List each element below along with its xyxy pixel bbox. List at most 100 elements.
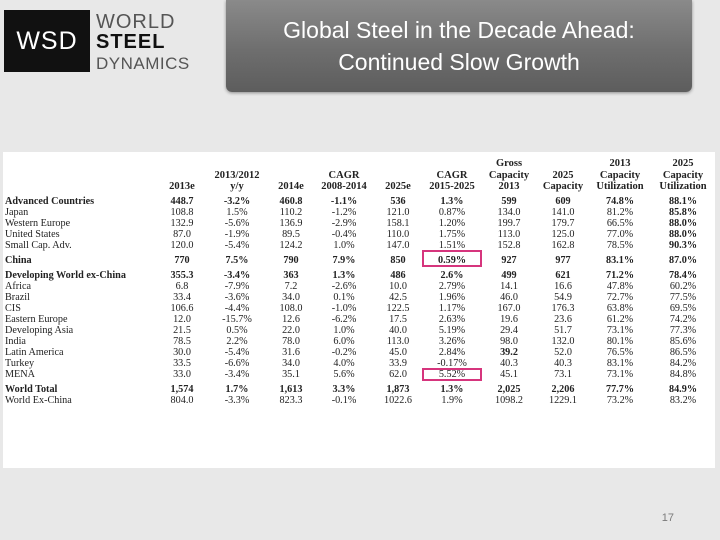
table-cell: -1.9%: [224, 228, 250, 240]
table-cell: 34.0: [282, 291, 300, 303]
table-cell: 2.63%: [438, 313, 466, 325]
row-label: Developing World ex-China: [5, 269, 126, 281]
table-cell: 1.5%: [226, 206, 248, 218]
table-cell: 1.17%: [438, 302, 466, 314]
table-cell: 141.0: [551, 206, 575, 218]
table-cell: 83.2%: [669, 394, 697, 406]
table-cell: 823.3: [279, 394, 303, 406]
table-cell: 0.87%: [438, 206, 466, 218]
row-label: Western Europe: [5, 217, 71, 229]
row-label: World Ex-China: [5, 394, 72, 406]
row-label: Turkey: [5, 357, 35, 369]
table-cell: 110.0: [386, 228, 410, 240]
table-cell: 2,206: [551, 383, 575, 395]
table-cell: 45.0: [389, 346, 407, 358]
table-row: Africa 6.8 -7.9% 7.2 -2.6% 10.0 2.79% 14.1 16.6 4…: [3, 281, 715, 292]
table-cell: 113.0: [497, 228, 521, 240]
table-cell: 85.8%: [668, 206, 697, 218]
table-cell: 770: [174, 254, 190, 266]
header-cell: CAGR 2015-2025: [429, 169, 475, 193]
table-row: Eastern Europe 12.0 -15.7% 12.6 -6.2% 17.5 2.6…: [3, 314, 715, 325]
table-cell: 66.5%: [606, 217, 634, 229]
table-cell: 2.2%: [226, 335, 248, 347]
table-row: MENA 33.0 -3.4% 35.1 5.6% 62.0 5.52% 45.1 73.1 73…: [3, 367, 715, 381]
table-cell: 52.0: [554, 346, 572, 358]
table-cell: 19.6: [500, 313, 518, 325]
table-row: India 78.5 2.2% 78.0 6.0% 113.0 3.26% 98.0 132.0…: [3, 336, 715, 347]
table-row: Japan 108.8 1.5% 110.2 -1.2% 121.0 0.87% 134.0 1…: [3, 207, 715, 218]
table-cell: 89.5: [282, 228, 300, 240]
row-label: India: [5, 335, 26, 347]
table-cell: 1.96%: [438, 291, 466, 303]
table-cell: 74.2%: [669, 313, 697, 325]
table-cell: -7.9%: [224, 280, 250, 292]
table-cell: 120.0: [170, 239, 194, 251]
table-row: Brazil 33.4 -3.6% 34.0 0.1% 42.5 1.96% 46.0 54.9…: [3, 292, 715, 303]
table-cell: 90.3%: [668, 239, 697, 251]
table-cell: -0.2%: [331, 346, 357, 358]
table-cell: 448.7: [170, 195, 194, 207]
table-cell: 2,025: [497, 383, 521, 395]
table-cell: 621: [555, 269, 571, 281]
row-label: Japan: [5, 206, 29, 218]
table-cell: 88.1%: [668, 195, 697, 207]
table-cell: 599: [501, 195, 517, 207]
table-cell: 108.8: [170, 206, 194, 218]
table-cell: 0.1%: [333, 291, 355, 303]
table-cell: -6.6%: [224, 357, 250, 369]
table-cell: 40.3: [500, 357, 518, 369]
table-cell: 47.8%: [606, 280, 634, 292]
table-cell: 51.7: [554, 324, 572, 336]
table-cell: 790: [283, 254, 299, 266]
table-row: World Ex-China 804.0 -3.3% 823.3 -0.1% 1022.6…: [3, 395, 715, 406]
table-row: China 770 7.5% 790 7.9% 850 0.59% 927 977 83.1% 87…: [3, 249, 715, 267]
table-cell: 76.5%: [606, 346, 634, 358]
table-cell: 33.0: [173, 368, 191, 380]
table-cell: 132.9: [170, 217, 194, 229]
table-cell: 536: [390, 195, 406, 207]
table-cell: 158.1: [386, 217, 410, 229]
table-cell: 78.5%: [606, 239, 634, 251]
table-row: Small Cap. Adv. 120.0 -5.4% 124.2 1.0% 147.0 1…: [3, 240, 715, 251]
table-cell: 136.9: [279, 217, 303, 229]
table-cell: 61.2%: [606, 313, 634, 325]
logo-line-world: WORLD: [96, 11, 176, 33]
row-label: China: [5, 254, 32, 266]
table-cell: -0.4%: [331, 228, 357, 240]
table-cell: 499: [501, 269, 517, 281]
table-cell: 152.8: [497, 239, 521, 251]
table-cell: 1.0%: [333, 239, 355, 251]
table-cell: 40.0: [389, 324, 407, 336]
table-cell: 2.84%: [438, 346, 466, 358]
table-cell: 88.0%: [668, 228, 697, 240]
header-cell: Gross Capacity 2013: [488, 158, 530, 192]
table-cell: -3.4%: [223, 269, 251, 281]
table-cell: 30.0: [173, 346, 191, 358]
table-cell: 147.0: [386, 239, 410, 251]
table-cell: -6.2%: [331, 313, 357, 325]
table-cell: 3.3%: [332, 383, 356, 395]
table-cell: 87.0: [173, 228, 191, 240]
table-cell: -3.2%: [223, 195, 251, 207]
table-cell: 14.1: [500, 280, 518, 292]
table-cell: 74.8%: [605, 195, 634, 207]
header-cell: [3, 152, 157, 196]
table-cell: 1229.1: [548, 394, 577, 406]
table-cell: 199.7: [497, 217, 521, 229]
table-cell: 12.0: [173, 313, 191, 325]
table-cell: 39.2: [500, 346, 518, 358]
table-cell: 1.51%: [438, 239, 466, 251]
table-cell: 1.7%: [225, 383, 249, 395]
table-cell: -2.9%: [331, 217, 357, 229]
table-cell: 5.6%: [333, 368, 355, 380]
table-cell: 1098.2: [494, 394, 523, 406]
table-cell: 98.0: [500, 335, 518, 347]
table-cell: 2.6%: [440, 269, 464, 281]
table-cell: 63.8%: [606, 302, 634, 314]
table-cell: 12.6: [282, 313, 300, 325]
table-row: United States 87.0 -1.9% 89.5 -0.4% 110.0 1.75…: [3, 229, 715, 240]
table-cell: 84.9%: [668, 383, 697, 395]
table-cell: 17.5: [389, 313, 407, 325]
table-cell: -15.7%: [222, 313, 252, 325]
title-banner: Global Steel in the Decade Ahead: Contin…: [226, 0, 692, 92]
